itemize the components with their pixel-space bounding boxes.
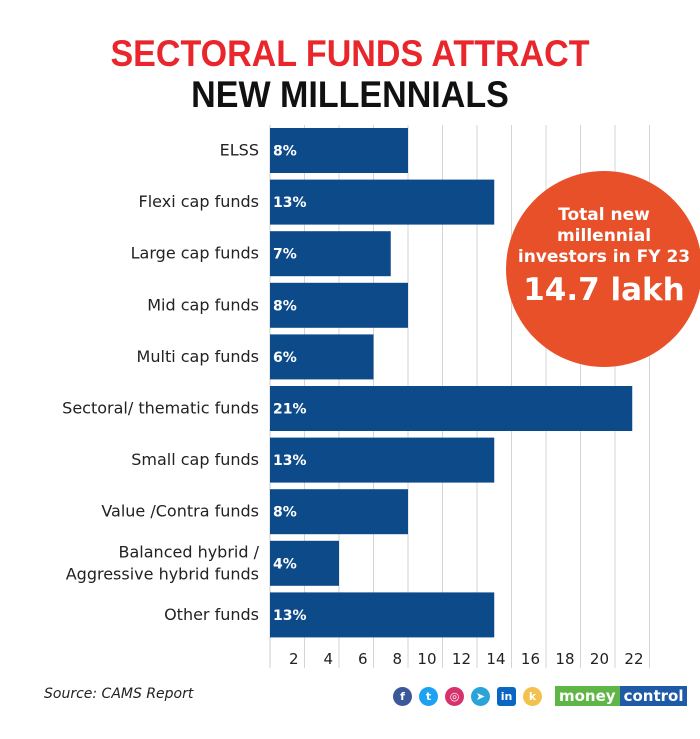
category-label: Flexi cap funds — [139, 192, 259, 211]
x-tick-label: 6 — [358, 650, 368, 668]
instagram-icon[interactable]: ◎ — [445, 686, 464, 706]
x-tick-label: 14 — [486, 650, 505, 668]
category-label: Value /Contra funds — [101, 502, 259, 521]
x-tick-label: 18 — [555, 650, 574, 668]
bar — [270, 128, 408, 173]
bar — [270, 386, 633, 431]
moneycontrol-logo: money control — [555, 686, 688, 706]
bar — [270, 179, 495, 225]
x-tick-label: 8 — [392, 650, 402, 668]
data-label: 4% — [273, 556, 297, 572]
x-tick-label: 2 — [289, 650, 299, 668]
callout-label: millennial — [556, 226, 652, 246]
data-label: 8% — [273, 298, 297, 314]
category-label: Balanced hybrid / — [119, 542, 260, 561]
x-tick-label: 10 — [417, 650, 436, 668]
x-tick-label: 20 — [590, 650, 609, 668]
bar — [270, 489, 408, 535]
category-label: Large cap funds — [131, 244, 259, 263]
category-label: ELSS — [220, 141, 259, 160]
data-label: 13% — [273, 195, 307, 211]
data-label: 7% — [273, 247, 297, 263]
telegram-icon[interactable]: ➤ — [471, 686, 490, 706]
bar — [270, 592, 495, 638]
bar — [270, 282, 408, 328]
category-label: Other funds — [164, 605, 259, 624]
linkedin-icon[interactable]: in — [497, 686, 516, 706]
data-label: 8% — [273, 144, 297, 160]
source-note: Source: CAMS Report — [44, 686, 194, 702]
twitter-icon[interactable]: t — [419, 686, 438, 706]
bar — [270, 334, 374, 380]
callout-label: Total new — [558, 205, 650, 225]
x-tick-label: 4 — [323, 650, 333, 668]
data-label: 13% — [273, 453, 307, 469]
category-label: Aggressive hybrid funds — [66, 564, 259, 583]
category-label: Sectoral/ thematic funds — [62, 399, 259, 418]
x-tick-label: 16 — [521, 650, 540, 668]
category-label: Multi cap funds — [137, 347, 259, 366]
x-tick-label: 22 — [624, 650, 643, 668]
bar — [270, 540, 339, 586]
data-label: 8% — [273, 505, 297, 521]
facebook-icon[interactable]: f — [393, 686, 412, 706]
category-label: Small cap funds — [131, 450, 259, 469]
category-label: Mid cap funds — [147, 295, 259, 314]
bar — [270, 231, 391, 277]
x-tick-label: 12 — [452, 650, 471, 668]
title-line-2: NEW MILLENNIALS — [191, 74, 509, 115]
data-label: 21% — [273, 402, 307, 418]
koo-icon[interactable]: k — [523, 686, 542, 706]
social-bar: f t ◎ ➤ in k money control — [393, 686, 688, 706]
callout-value: 14.7 lakh — [523, 272, 685, 308]
callout-circle: Total new millennial investors in FY 23 … — [506, 171, 700, 367]
bar — [270, 437, 495, 483]
data-label: 6% — [273, 350, 297, 366]
data-label: 13% — [273, 608, 307, 624]
callout-label: investors in FY 23 — [517, 247, 691, 267]
title-line-1: SECTORAL FUNDS ATTRACT — [110, 33, 590, 74]
